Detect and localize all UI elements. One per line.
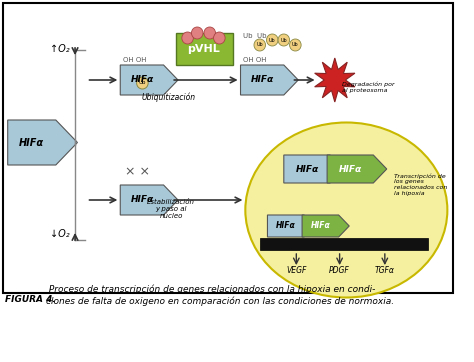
Text: Estabilización
y paso al
núcleo: Estabilización y paso al núcleo	[147, 199, 195, 219]
Text: HIFα: HIFα	[130, 76, 154, 84]
Text: OH OH: OH OH	[243, 57, 267, 63]
Text: Ub: Ub	[256, 42, 263, 47]
Text: HIFα: HIFα	[295, 164, 319, 173]
Text: PDGF: PDGF	[329, 266, 350, 275]
Text: HIFα: HIFα	[276, 222, 296, 231]
Text: Ub: Ub	[292, 42, 299, 47]
Circle shape	[290, 39, 301, 51]
Polygon shape	[120, 65, 178, 95]
Text: Ub  Ub: Ub Ub	[243, 33, 267, 39]
Circle shape	[204, 27, 216, 39]
Circle shape	[191, 27, 203, 39]
Text: pVHL: pVHL	[188, 44, 220, 54]
Text: Ub: Ub	[138, 80, 146, 85]
Text: HIFα: HIFα	[19, 138, 44, 147]
Text: VEGF: VEGF	[286, 266, 307, 275]
Polygon shape	[315, 58, 355, 102]
Text: Transcripción de
los genes
relacionados con
la hipoxia: Transcripción de los genes relacionados …	[394, 173, 448, 196]
Polygon shape	[267, 215, 315, 237]
Text: Ub: Ub	[269, 38, 275, 42]
Text: HIFα: HIFα	[251, 76, 273, 84]
Text: Ub: Ub	[281, 38, 287, 42]
Text: Proceso de transcripción de genes relacionados con la hipoxia en condi-
clones d: Proceso de transcripción de genes relaci…	[46, 285, 394, 306]
Bar	[3, 3, 453, 293]
Polygon shape	[327, 155, 387, 183]
Text: Degradación por
al proteosoma: Degradación por al proteosoma	[342, 82, 394, 93]
Circle shape	[214, 32, 225, 44]
Circle shape	[254, 39, 265, 51]
Text: HIFα: HIFα	[130, 195, 154, 205]
Text: Ubiquitización: Ubiquitización	[141, 93, 195, 102]
Polygon shape	[8, 120, 77, 165]
FancyBboxPatch shape	[176, 33, 233, 65]
Text: × ×: × ×	[125, 165, 150, 178]
Polygon shape	[120, 185, 178, 215]
Text: FIGURA 4.: FIGURA 4.	[5, 295, 55, 304]
Polygon shape	[284, 155, 344, 183]
Circle shape	[137, 77, 148, 89]
Polygon shape	[302, 215, 349, 237]
Text: HIFα: HIFα	[338, 164, 362, 173]
Ellipse shape	[246, 122, 447, 298]
Bar	[260, 238, 428, 250]
Circle shape	[182, 32, 193, 44]
Text: ↓O₂: ↓O₂	[50, 229, 69, 239]
Text: HIFα: HIFα	[310, 222, 330, 231]
Text: TGFα: TGFα	[375, 266, 395, 275]
Polygon shape	[240, 65, 298, 95]
Text: OH OH: OH OH	[123, 57, 146, 63]
Circle shape	[266, 34, 278, 46]
Circle shape	[278, 34, 290, 46]
Text: ↑O₂: ↑O₂	[50, 44, 69, 54]
